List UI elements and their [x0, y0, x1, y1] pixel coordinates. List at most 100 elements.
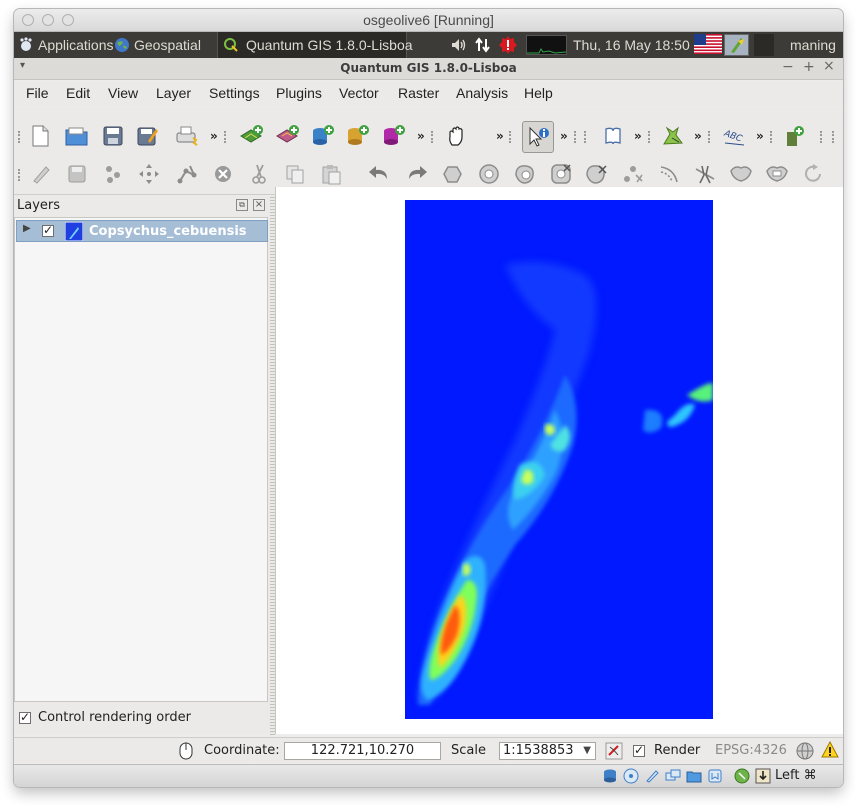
add-wms-layer-icon[interactable]: [782, 123, 808, 149]
menu-file[interactable]: File: [26, 85, 49, 101]
toolbar-overflow-7[interactable]: »: [756, 129, 764, 143]
user-menu[interactable]: maning: [790, 37, 836, 53]
delete-selected-icon[interactable]: [210, 161, 236, 187]
menu-help[interactable]: Help: [524, 85, 553, 101]
copy-features-icon[interactable]: [282, 161, 308, 187]
toolbar-overflow-4[interactable]: »: [560, 129, 568, 143]
offset-curve-icon[interactable]: [656, 161, 682, 187]
crs-status[interactable]: EPSG:4326: [715, 743, 787, 758]
control-rendering-order-checkbox[interactable]: [19, 710, 31, 724]
panel-splitter[interactable]: [270, 195, 275, 735]
move-feature-icon[interactable]: [136, 161, 162, 187]
pan-map-icon[interactable]: [444, 123, 470, 149]
map-canvas[interactable]: [275, 187, 843, 734]
network-adapter-icon[interactable]: [665, 768, 681, 784]
keyboard-layout-flag-icon[interactable]: [694, 34, 722, 54]
optical-drive-icon[interactable]: [623, 768, 639, 784]
toolbar-overflow-2[interactable]: »: [417, 129, 425, 143]
clock[interactable]: Thu, 16 May 18:50: [573, 37, 690, 53]
close-panel-icon[interactable]: ×: [253, 199, 265, 211]
geospatial-menu[interactable]: Geospatial: [114, 36, 201, 54]
applications-menu[interactable]: Applications: [18, 36, 114, 54]
window-menu-arrow-icon[interactable]: ▾: [20, 60, 26, 71]
float-panel-icon[interactable]: ⧉: [236, 199, 248, 211]
maximize-button[interactable]: +: [803, 59, 815, 75]
render-checkbox[interactable]: [633, 743, 645, 757]
toggle-editing-icon[interactable]: [28, 161, 54, 187]
stop-render-icon[interactable]: [605, 742, 623, 760]
menu-layer[interactable]: Layer: [156, 85, 192, 101]
toolbar-overflow-6[interactable]: »: [694, 129, 702, 143]
shared-folder-icon[interactable]: [686, 768, 702, 784]
launcher-icon[interactable]: [724, 34, 749, 56]
taskbar-qgis-button[interactable]: Quantum GIS 1.8.0-Lisboa: [217, 32, 413, 58]
add-postgis-layer-icon[interactable]: [310, 123, 336, 149]
toolbar-overflow-1[interactable]: »: [210, 129, 218, 143]
menu-view[interactable]: View: [108, 85, 139, 101]
open-project-icon[interactable]: [64, 123, 90, 149]
delete-ring-icon[interactable]: [548, 161, 574, 187]
minimize-window-button[interactable]: [42, 14, 54, 26]
label-icon[interactable]: ABC: [722, 123, 748, 149]
reshape-features-icon[interactable]: [620, 161, 646, 187]
node-tool-icon[interactable]: [174, 161, 200, 187]
layer-visibility-checkbox[interactable]: [42, 223, 54, 237]
simplify-feature-icon[interactable]: [440, 161, 466, 187]
save-edits-icon[interactable]: [64, 161, 90, 187]
hard-disk-icon[interactable]: [602, 768, 618, 784]
zoom-window-button[interactable]: [62, 14, 74, 26]
mouse-coordinate-icon[interactable]: [176, 741, 196, 761]
paste-features-icon[interactable]: [318, 161, 344, 187]
add-raster-layer-icon[interactable]: [275, 123, 301, 149]
delete-part-icon[interactable]: [584, 161, 610, 187]
toolbar-overflow-5[interactable]: »: [634, 129, 642, 143]
menu-settings[interactable]: Settings: [209, 85, 260, 101]
network-icon[interactable]: [474, 36, 492, 54]
projection-globe-icon[interactable]: [795, 741, 815, 761]
merge-features-icon[interactable]: [728, 161, 754, 187]
cut-features-icon[interactable]: [246, 161, 272, 187]
usb-icon[interactable]: [644, 768, 660, 784]
layer-item[interactable]: ▶ Copsychus_cebuensis: [16, 220, 268, 242]
plugins-tool-icon[interactable]: [660, 123, 686, 149]
split-features-icon[interactable]: [692, 161, 718, 187]
save-project-icon[interactable]: [100, 123, 126, 149]
volume-icon[interactable]: [450, 36, 468, 54]
redo-icon[interactable]: [404, 161, 430, 187]
print-composer-icon[interactable]: [174, 123, 200, 149]
menu-plugins[interactable]: Plugins: [276, 85, 322, 101]
add-ring-icon[interactable]: [476, 161, 502, 187]
undo-icon[interactable]: [366, 161, 392, 187]
merge-attributes-icon[interactable]: [764, 161, 790, 187]
new-project-icon[interactable]: [27, 123, 53, 149]
system-monitor-graph[interactable]: [526, 35, 567, 55]
warning-icon[interactable]: [821, 741, 839, 759]
menu-vector[interactable]: Vector: [339, 85, 379, 101]
menu-analysis[interactable]: Analysis: [456, 85, 509, 101]
help-icon[interactable]: [600, 123, 626, 149]
add-feature-icon[interactable]: [101, 161, 127, 187]
rotate-point-symbols-icon[interactable]: [800, 161, 826, 187]
expand-arrow-icon[interactable]: ▶: [23, 223, 31, 234]
close-button[interactable]: ×: [823, 58, 835, 74]
control-rendering-order[interactable]: Control rendering order: [14, 703, 270, 733]
toolbar-overflow-3[interactable]: »: [496, 129, 504, 143]
close-window-button[interactable]: [22, 14, 34, 26]
add-part-icon[interactable]: [512, 161, 538, 187]
minimize-button[interactable]: −: [782, 59, 794, 75]
mouse-integration-icon[interactable]: [734, 768, 750, 784]
chevron-down-icon[interactable]: ▼: [583, 745, 591, 756]
menu-edit[interactable]: Edit: [66, 85, 91, 101]
update-alert-icon[interactable]: [498, 36, 518, 54]
add-spatialite-layer-icon[interactable]: [345, 123, 371, 149]
display-icon[interactable]: [707, 768, 723, 784]
add-mssql-layer-icon[interactable]: [381, 123, 407, 149]
save-as-icon[interactable]: [134, 123, 160, 149]
identify-icon[interactable]: [522, 121, 554, 153]
scale-combobox[interactable]: 1:1538853 ▼: [499, 742, 596, 760]
coordinate-field[interactable]: 122.721,10.270: [284, 742, 441, 760]
add-vector-layer-icon[interactable]: [239, 123, 265, 149]
layers-tree[interactable]: ▶ Copsychus_cebuensis: [14, 217, 268, 702]
menu-raster[interactable]: Raster: [398, 85, 440, 101]
keyboard-capture-icon[interactable]: [755, 768, 771, 784]
